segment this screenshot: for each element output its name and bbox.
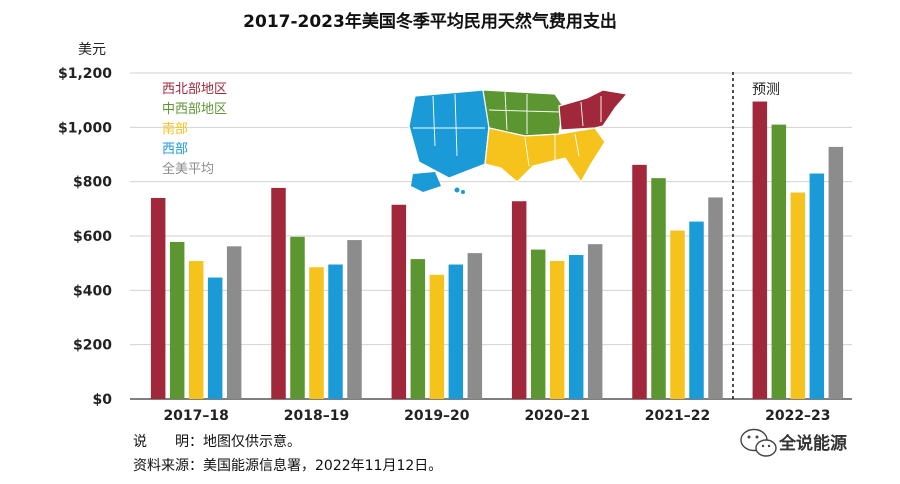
bar-2-1 (169, 241, 185, 399)
us-regions-map-icon (408, 89, 629, 194)
bar-3-6 (790, 192, 806, 399)
bar-4-3 (448, 264, 464, 399)
bar-2-2 (290, 236, 305, 399)
x-tick-label: 2020–21 (524, 408, 589, 424)
legend-item: 全美平均 (162, 161, 214, 177)
note-explanation: 说 明：地图仅供示意。 (133, 433, 301, 450)
legend-item: 南部 (162, 121, 188, 137)
x-tick-label: 2018–19 (284, 408, 349, 424)
bar-4-1 (207, 277, 223, 399)
watermark-text: 全说能源 (778, 433, 847, 454)
bar-4-4 (568, 255, 584, 399)
note-source: 资料来源：美国能源信息署，2022年11月12日。 (133, 457, 442, 474)
bar-5-1 (226, 246, 242, 399)
bar-2-5 (651, 178, 666, 399)
bars (150, 101, 844, 400)
legend-item: 西北部地区 (162, 82, 227, 97)
legend-item: 中西部地区 (162, 102, 227, 117)
y-tick-label: $1,200 (58, 66, 112, 82)
bar-3-5 (670, 230, 685, 399)
bar-4-6 (809, 173, 825, 399)
x-tick-label: 2021–22 (645, 408, 710, 424)
y-tick-label: $800 (73, 175, 112, 191)
bar-3-2 (309, 267, 324, 399)
y-tick-label: $1,000 (58, 120, 112, 136)
bar-4-5 (689, 221, 704, 399)
y-tick-label: $200 (73, 338, 112, 354)
bar-1-3 (391, 204, 407, 399)
bar-1-5 (632, 164, 647, 399)
bar-2-6 (771, 124, 787, 399)
chart-title: 2017-2023年美国冬季平均民用天然气费用支出 (243, 11, 617, 32)
bar-1-1 (150, 197, 166, 399)
bar-1-2 (271, 187, 286, 399)
y-tick-label: $0 (93, 392, 113, 408)
bar-3-4 (549, 260, 565, 399)
bar-5-6 (828, 146, 844, 399)
bar-1-6 (752, 101, 768, 400)
legend-item: 西部 (162, 142, 188, 157)
y-tick-label: $400 (73, 283, 112, 299)
bar-3-1 (188, 260, 204, 399)
bar-5-2 (347, 240, 362, 399)
bar-4-2 (328, 264, 343, 399)
bar-5-4 (587, 244, 603, 399)
y-tick-label: $600 (73, 229, 112, 245)
bar-2-3 (410, 259, 426, 399)
x-tick-label: 2019–20 (404, 408, 470, 424)
bar-2-4 (530, 249, 546, 399)
x-axis: 2017–18 2018–19 2019–20 2020–21 2021–22 2022–… (163, 408, 830, 424)
x-tick-label: 2017–18 (163, 408, 228, 424)
bar-5-5 (708, 197, 723, 399)
y-axis-label: 美元 (78, 42, 106, 58)
bar-1-4 (511, 201, 527, 399)
x-tick-label: 2022–23 (765, 408, 830, 424)
bar-5-3 (467, 253, 483, 399)
wechat-icon (740, 428, 777, 457)
bar-3-3 (429, 274, 445, 399)
y-axis: $0 $200 $400 $600 $800 $1,000 $1,200 (58, 66, 112, 408)
forecast-label: 预测 (752, 82, 780, 98)
